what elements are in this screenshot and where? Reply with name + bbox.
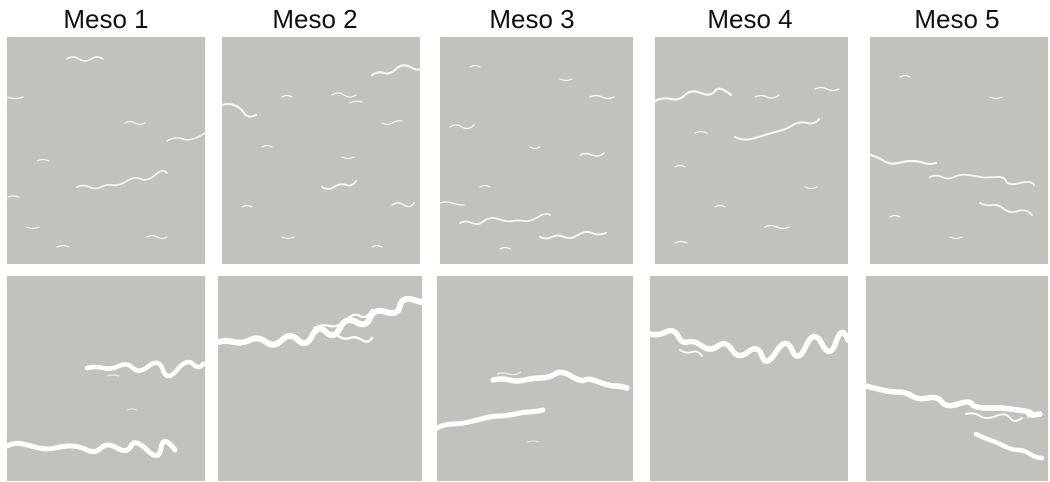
panel-meso-2-early-damage xyxy=(222,37,420,264)
panel-meso-4-early-damage xyxy=(655,37,848,264)
panel-meso-3-early-damage xyxy=(440,37,633,264)
panel-meso-5-final-crack xyxy=(866,276,1048,481)
panel-meso-2-final-crack xyxy=(218,276,422,481)
panel-meso-1-final-crack xyxy=(7,276,205,481)
column-title-meso-4: Meso 4 xyxy=(707,4,793,34)
panel-meso-5-early-damage xyxy=(870,37,1048,264)
column-title-meso-1: Meso 1 xyxy=(63,4,149,34)
panel-meso-4-final-crack xyxy=(650,276,848,481)
column-title-meso-5: Meso 5 xyxy=(914,4,1000,34)
panel-meso-1-early-damage xyxy=(7,37,205,264)
column-title-meso-2: Meso 2 xyxy=(272,4,358,34)
panel-meso-3-final-crack xyxy=(437,276,633,481)
column-title-meso-3: Meso 3 xyxy=(489,4,575,34)
